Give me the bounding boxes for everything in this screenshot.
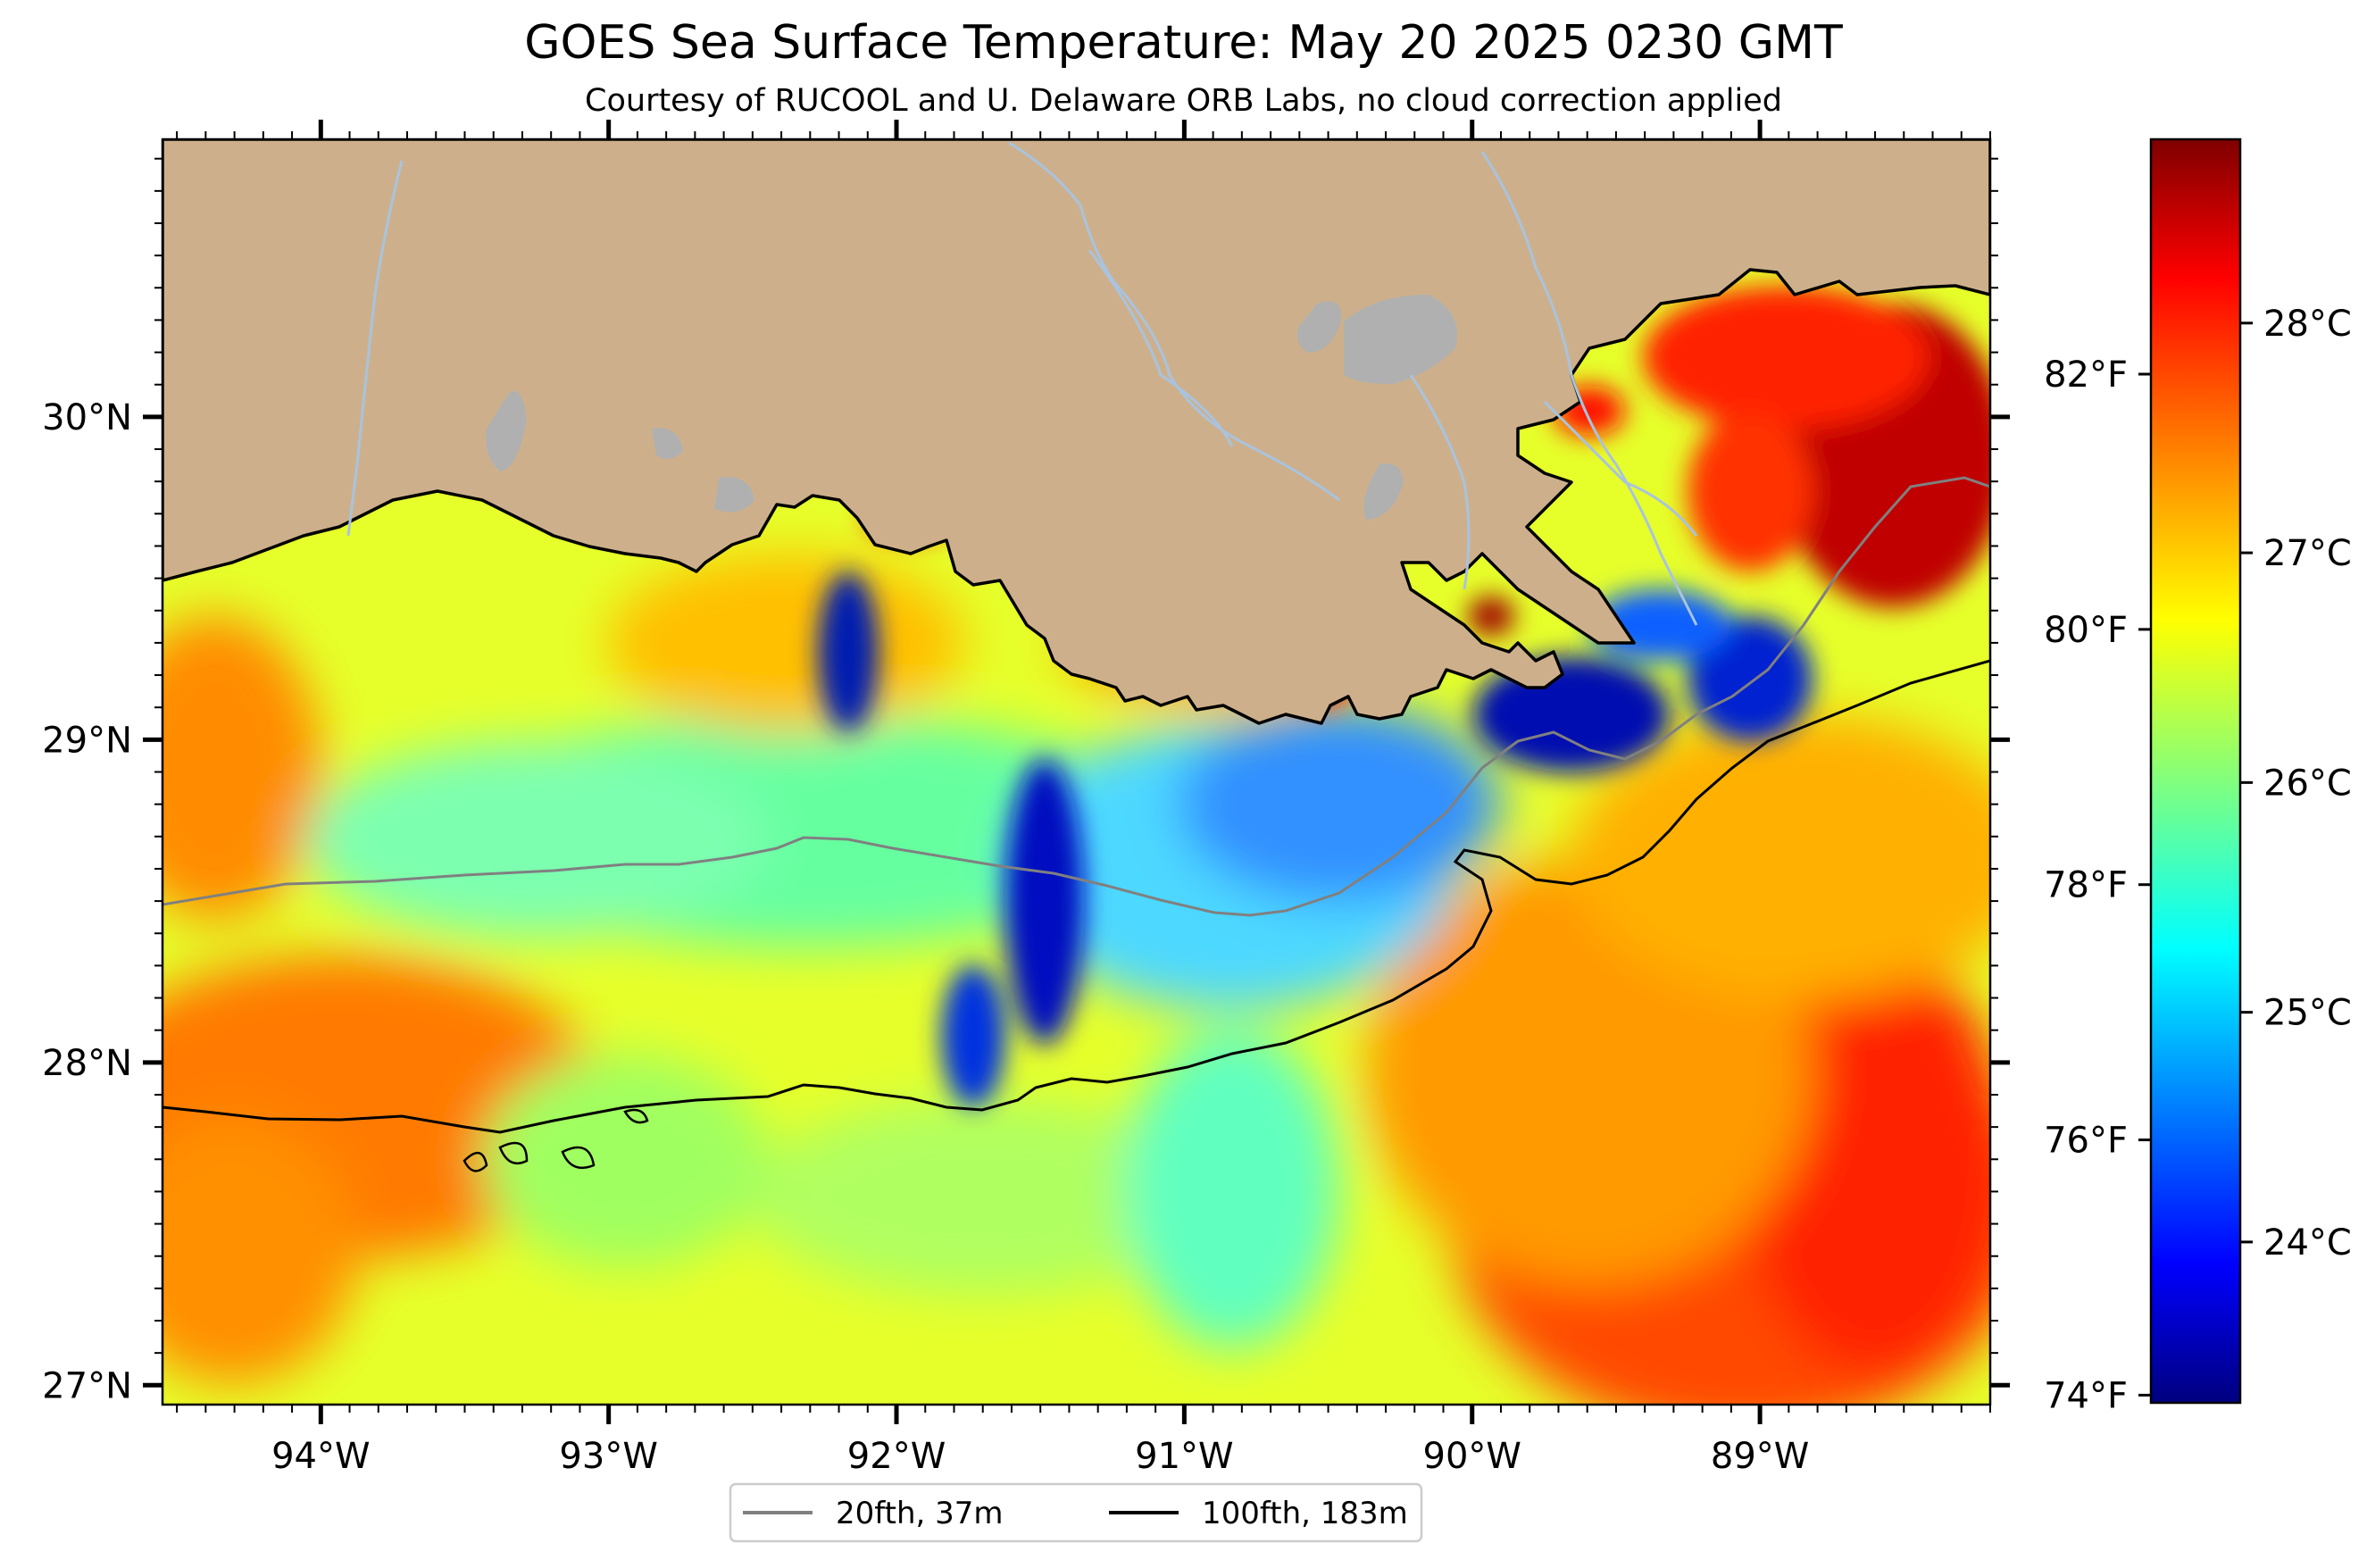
land-mass	[163, 139, 1990, 725]
map-ticks: 94°W 93°W 92°W 91°W 90°W 89°W 30°N 29°N 28°N 27°N	[42, 120, 2010, 1477]
colorbar-label-fahrenheit: 82°F	[2044, 354, 2128, 396]
longitude-label: 90°W	[1423, 1436, 1521, 1477]
isobath-100fth	[163, 659, 1990, 1134]
colorbar	[2149, 138, 2242, 1405]
legend-box	[729, 1482, 1423, 1543]
longitude-label: 92°W	[847, 1436, 946, 1477]
longitude-label: 93°W	[559, 1436, 657, 1477]
colorbar-label-celsius: 26°C	[2263, 763, 2352, 804]
colorbar-label-fahrenheit: 78°F	[2044, 865, 2128, 906]
longitude-label: 91°W	[1135, 1436, 1233, 1477]
colorbar-label-celsius: 24°C	[2263, 1222, 2352, 1264]
legend-label-100fth: 100fth, 183m	[1202, 1496, 1408, 1531]
map-subtitle: Courtesy of RUCOOL and U. Delaware ORB L…	[585, 83, 1782, 119]
colorbar-ticks: 28°C 27°C 26°C 25°C 24°C 82°F 80°F 78°F 76°F 74°F	[2044, 304, 2352, 1417]
colorbar-label-celsius: 28°C	[2263, 304, 2352, 345]
colorbar-label-celsius: 27°C	[2263, 533, 2352, 574]
isobath-islands	[463, 1108, 649, 1172]
map-title: GOES Sea Surface Temperature: May 20 202…	[524, 16, 1843, 70]
longitude-label: 89°W	[1711, 1436, 1809, 1477]
legend: 20fth, 37m 100fth, 183m	[729, 1482, 1423, 1543]
rivers	[346, 141, 1698, 626]
latitude-label: 30°N	[42, 397, 132, 438]
colorbar-label-fahrenheit: 74°F	[2044, 1375, 2128, 1416]
lakes	[486, 295, 1457, 520]
latitude-label: 29°N	[42, 720, 132, 761]
map-area	[163, 139, 1990, 1405]
longitude-label: 94°W	[271, 1436, 370, 1477]
legend-label-20fth: 20fth, 37m	[836, 1496, 1004, 1531]
colorbar-label-celsius: 25°C	[2263, 993, 2352, 1034]
latitude-label: 28°N	[42, 1043, 132, 1084]
isobath-20fth	[163, 476, 1990, 917]
latitude-label: 27°N	[42, 1365, 132, 1406]
colorbar-label-fahrenheit: 80°F	[2044, 610, 2128, 651]
colorbar-label-fahrenheit: 76°F	[2044, 1121, 2128, 1162]
